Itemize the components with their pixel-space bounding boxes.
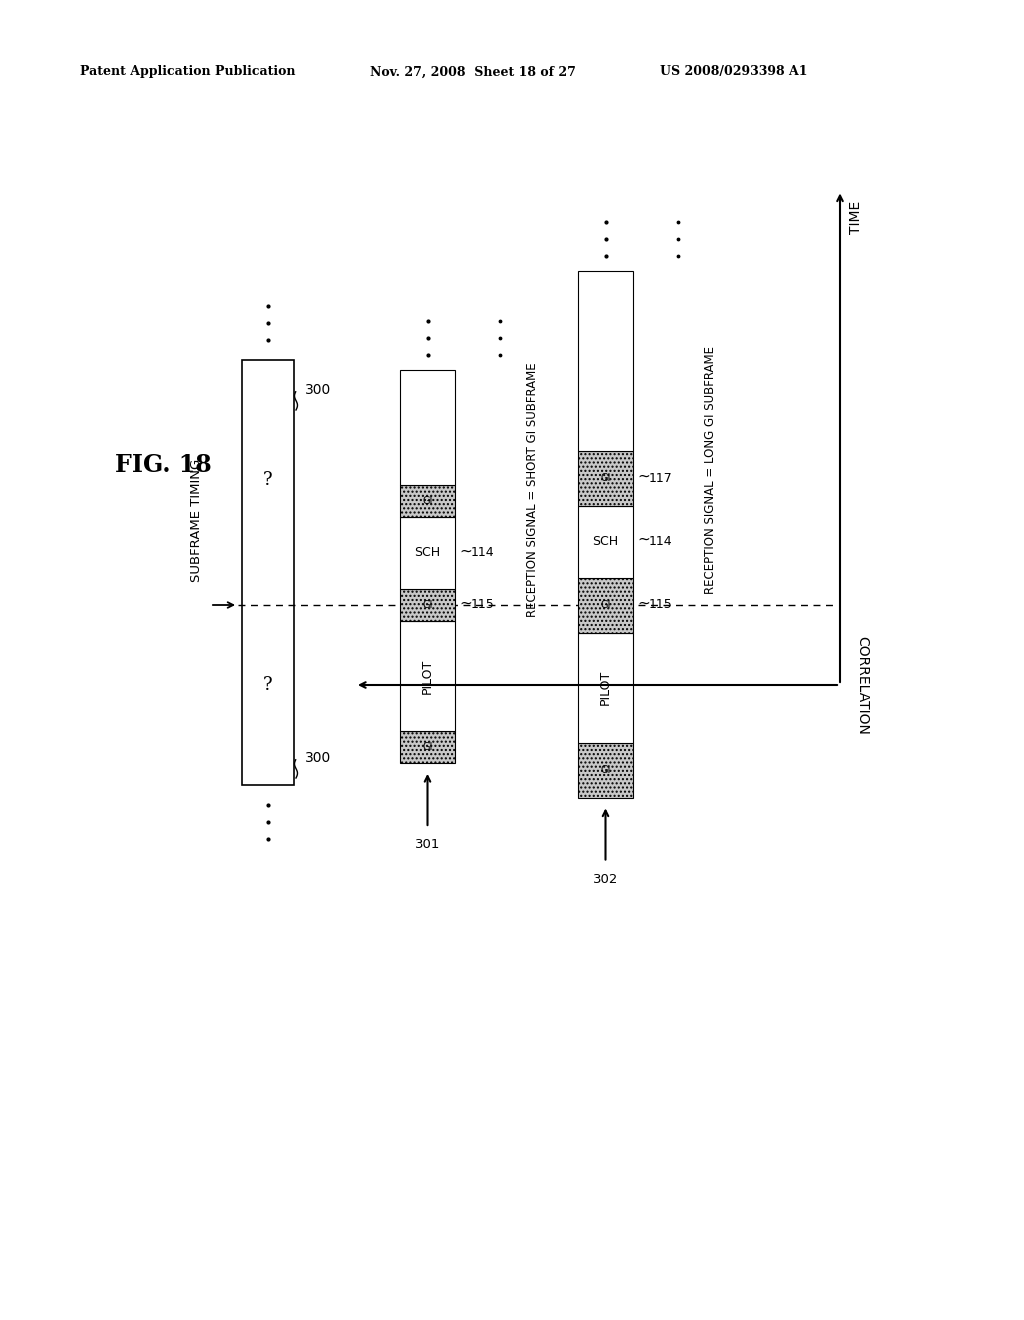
Text: ?: ? xyxy=(263,471,272,488)
Bar xyxy=(578,506,633,578)
Text: 117: 117 xyxy=(649,471,673,484)
Bar xyxy=(400,589,455,620)
Text: 302: 302 xyxy=(593,873,618,886)
Text: CORRELATION: CORRELATION xyxy=(855,635,869,734)
Text: RECEPTION SIGNAL = LONG GI SUBFRAME: RECEPTION SIGNAL = LONG GI SUBFRAME xyxy=(705,346,718,594)
Text: 115: 115 xyxy=(649,598,673,611)
Text: SCH: SCH xyxy=(415,546,440,560)
Text: ~: ~ xyxy=(459,544,472,558)
Bar xyxy=(400,370,455,484)
Text: GI: GI xyxy=(600,601,610,610)
Text: TIME: TIME xyxy=(849,201,863,234)
Text: 115: 115 xyxy=(471,598,495,611)
Text: ~: ~ xyxy=(459,595,472,610)
Bar xyxy=(400,517,455,589)
Text: FIG. 18: FIG. 18 xyxy=(115,453,212,477)
Text: SUBFRAME TIMING: SUBFRAME TIMING xyxy=(190,458,204,582)
Text: US 2008/0293398 A1: US 2008/0293398 A1 xyxy=(660,66,808,78)
Bar xyxy=(578,632,633,742)
Text: ~: ~ xyxy=(637,532,650,546)
Text: Nov. 27, 2008  Sheet 18 of 27: Nov. 27, 2008 Sheet 18 of 27 xyxy=(370,66,575,78)
Text: 300: 300 xyxy=(305,383,331,397)
Text: ~: ~ xyxy=(637,595,650,610)
Bar xyxy=(578,271,633,450)
Text: 301: 301 xyxy=(415,838,440,851)
Text: ~: ~ xyxy=(637,469,650,483)
Text: GI: GI xyxy=(422,742,433,752)
Bar xyxy=(400,620,455,731)
Text: ?: ? xyxy=(263,676,272,694)
Bar xyxy=(578,742,633,797)
Text: SCH: SCH xyxy=(593,535,618,548)
Text: 114: 114 xyxy=(649,535,673,548)
Text: GI: GI xyxy=(600,766,610,775)
Text: GI: GI xyxy=(600,473,610,483)
Text: Patent Application Publication: Patent Application Publication xyxy=(80,66,296,78)
Bar xyxy=(242,360,294,785)
Text: RECEPTION SIGNAL = SHORT GI SUBFRAME: RECEPTION SIGNAL = SHORT GI SUBFRAME xyxy=(526,363,540,618)
Text: PILOT: PILOT xyxy=(599,669,612,705)
Bar xyxy=(400,484,455,517)
Bar xyxy=(578,450,633,506)
Text: GI: GI xyxy=(422,496,433,506)
Text: GI: GI xyxy=(422,601,433,610)
Text: 114: 114 xyxy=(471,546,495,560)
Bar xyxy=(578,578,633,632)
Text: 300: 300 xyxy=(305,751,331,766)
Bar xyxy=(400,731,455,763)
Text: PILOT: PILOT xyxy=(421,659,434,693)
